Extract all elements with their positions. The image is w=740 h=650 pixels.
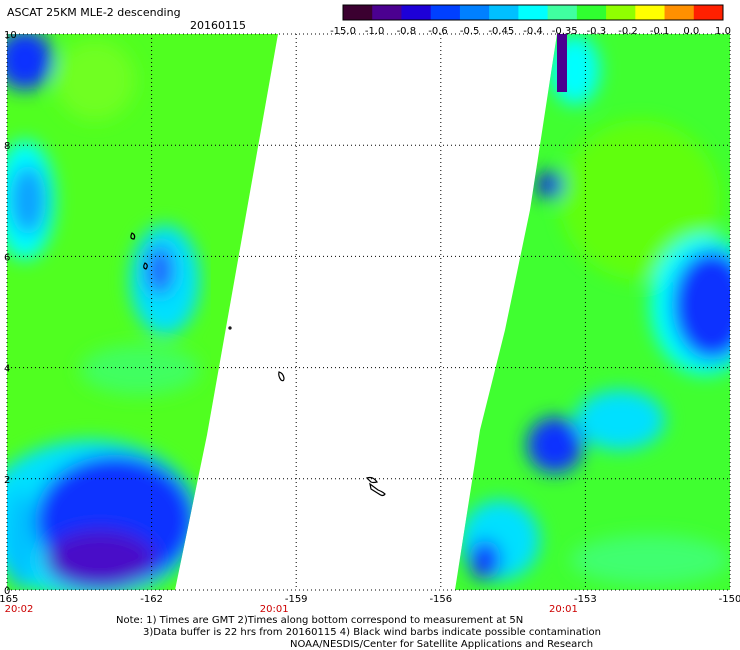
colorbar-segment <box>430 5 461 20</box>
latitude-label: 0 <box>4 586 10 597</box>
colorbar-segment <box>401 5 432 20</box>
axis-labels: -165 -162 -159 -156 -153 -150 0 2 4 6 8 10 20:02 20:0… <box>0 30 740 615</box>
longitude-label: -153 <box>574 594 597 605</box>
colorbar: -15.0 -1.0 -0.8 -0.6 -0.5 -0.45 -0.4 -0.35 -0.3-… <box>330 4 731 37</box>
map-date: 20160115 <box>190 19 246 32</box>
latitude-label: 10 <box>4 30 17 41</box>
graticule <box>6 33 731 591</box>
latitude-label: 8 <box>4 141 10 152</box>
note-line-3: NOAA/NESDIS/Center for Satellite Applica… <box>290 639 594 650</box>
longitude-label: -156 <box>429 594 452 605</box>
longitude-label: -159 <box>285 594 308 605</box>
colorbar-frame <box>342 4 724 21</box>
colorbar-segment <box>343 5 373 20</box>
latitude-label: 2 <box>4 475 10 486</box>
colorbar-tick-label: 1.0 <box>715 26 731 37</box>
colorbar-segment <box>459 5 490 20</box>
colorbar-segment <box>576 5 607 20</box>
time-label: 20:01 <box>549 604 578 615</box>
colorbar-segment <box>635 5 666 20</box>
longitude-label: -150 <box>719 594 740 605</box>
colorbar-tick-label: -0.6 <box>428 26 448 37</box>
colorbar-segment <box>664 5 695 20</box>
island-outlines <box>130 232 386 497</box>
colorbar-tick-label: 0.0 <box>683 26 699 37</box>
left-swath <box>7 34 278 590</box>
longitude-label: -165 <box>0 594 18 605</box>
colorbar-segment <box>489 5 519 20</box>
right-swath <box>455 34 730 590</box>
colorbar-tick-label: -0.3 <box>587 26 607 37</box>
colorbar-tick-label: -0.8 <box>397 26 417 37</box>
colorbar-segment <box>372 5 402 20</box>
colorbar-tick-label: -0.4 <box>523 26 543 37</box>
swath-map: -165 -162 -159 -156 -153 -150 0 2 4 6 8 10 20:02 20:0… <box>0 30 740 615</box>
map-title: ASCAT 25KM MLE-2 descending <box>7 6 181 19</box>
latitude-label: 6 <box>4 252 10 263</box>
colorbar-segment <box>606 5 636 20</box>
colorbar-tick-label: -0.5 <box>460 26 480 37</box>
colorbar-tick-label: -0.45 <box>488 26 514 37</box>
latitude-label: 4 <box>4 364 10 375</box>
time-label: 20:02 <box>5 604 34 615</box>
time-label: 20:01 <box>260 604 289 615</box>
colorbar-tick-label: -1.0 <box>365 26 385 37</box>
colorbar-segment <box>693 5 724 20</box>
colorbar-segment <box>518 5 549 20</box>
colorbar-tick-label: -15.0 <box>330 26 356 37</box>
note-line-2: 3)Data buffer is 22 hrs from 20160115 4)… <box>143 627 601 638</box>
colorbar-segment <box>547 5 578 20</box>
colorbar-tick-label: -0.1 <box>650 26 670 37</box>
colorbar-tick-label: -0.35 <box>552 26 578 37</box>
colorbar-tick-label: -0.2 <box>618 26 638 37</box>
note-line-1: Note: 1) Times are GMT 2)Times along bot… <box>116 615 524 626</box>
longitude-label: -162 <box>140 594 163 605</box>
